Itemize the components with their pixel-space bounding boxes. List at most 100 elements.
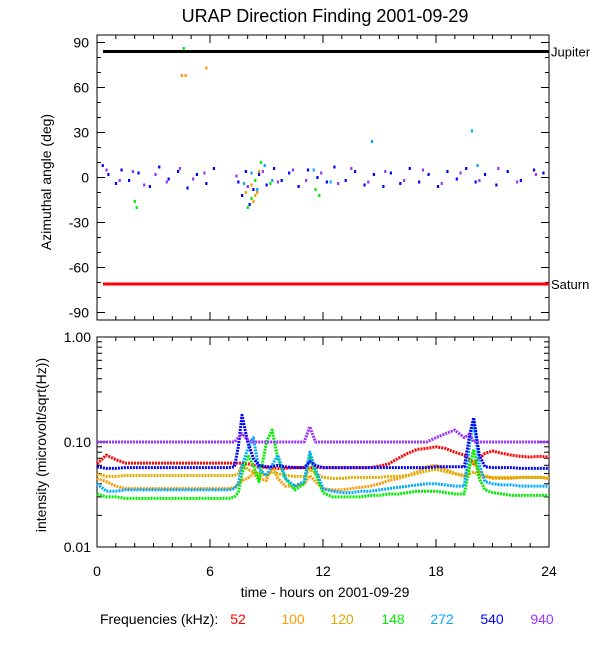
- scatter-point: [288, 171, 291, 175]
- top-y-tick-label: 0: [81, 170, 89, 186]
- reference-lines: Jupiter Saturn: [103, 45, 591, 292]
- scatter-point: [497, 167, 500, 170]
- scatter-point: [476, 164, 479, 167]
- bottom-y-tick-label: 0.01: [64, 539, 91, 555]
- scatter-point: [114, 182, 118, 185]
- scatter-series-272: [242, 129, 479, 191]
- scatter-point: [241, 194, 244, 197]
- scatter-point: [118, 179, 121, 182]
- scatter-point: [318, 194, 321, 197]
- intensity-line-540: [96, 413, 549, 470]
- scatter-point: [436, 185, 440, 188]
- scatter-point: [263, 164, 266, 167]
- scatter-point: [382, 185, 385, 188]
- scatter-point: [542, 171, 545, 175]
- scatter-point: [402, 179, 406, 182]
- legend-item-272: 272: [430, 611, 454, 627]
- scatter-point: [418, 180, 421, 184]
- scatter-point: [276, 180, 279, 184]
- legend-item-120: 120: [330, 611, 354, 627]
- scatter-point: [165, 180, 168, 184]
- frequency-legend: 52 100 120 148 272 540 940: [230, 611, 554, 627]
- intensity-line-100: [96, 460, 550, 492]
- scatter-point: [329, 180, 332, 184]
- scatter-point: [252, 188, 255, 191]
- x-tick-label: 12: [315, 563, 331, 579]
- scatter-point: [257, 173, 261, 176]
- scatter-point: [180, 74, 183, 77]
- scatter-point: [297, 185, 300, 188]
- scatter-point: [495, 183, 498, 187]
- scatter-point: [250, 171, 253, 175]
- scatter-point: [273, 167, 276, 170]
- scatter-series-100: [180, 66, 259, 203]
- scatter-point: [107, 173, 110, 176]
- scatter-point: [246, 206, 249, 209]
- scatter-point: [370, 140, 374, 143]
- scatter-point: [459, 171, 462, 175]
- scatter-point: [250, 197, 253, 200]
- scatter-point: [120, 168, 123, 172]
- legend-item-148: 148: [381, 611, 405, 627]
- top-y-tick-label: 60: [73, 80, 89, 96]
- top-panel-axes: 90 60 30 0 -30 -60 -90: [69, 35, 550, 321]
- scatter-point: [256, 188, 259, 191]
- scatter-point: [101, 164, 104, 167]
- scatter-point: [158, 165, 161, 169]
- scatter-point: [265, 183, 268, 187]
- scatter-point: [333, 165, 336, 169]
- intensity-line-940: [97, 425, 549, 444]
- scatter-point: [421, 168, 425, 172]
- scatter-point: [280, 179, 283, 182]
- scatter-point: [478, 179, 481, 182]
- legend-label: Frequencies (kHz):: [100, 611, 218, 627]
- scatter-point: [105, 168, 108, 172]
- scatter-point: [483, 173, 487, 176]
- scatter-point: [389, 171, 392, 175]
- scatter-point: [350, 167, 353, 170]
- scatter-point: [314, 188, 317, 191]
- scatter-point: [254, 179, 257, 182]
- scatter-point: [291, 168, 295, 172]
- scatter-point: [440, 182, 443, 185]
- scatter-point: [254, 194, 257, 197]
- scatter-point: [154, 173, 157, 176]
- scatter-point: [506, 170, 509, 173]
- scatter-point: [465, 167, 468, 170]
- scatter-point: [131, 170, 134, 173]
- scatter-series-120: [244, 170, 261, 197]
- scatter-point: [186, 186, 189, 190]
- top-y-axis-label: Azimuthal angle (deg): [38, 114, 54, 250]
- scatter-point: [244, 191, 247, 194]
- legend-item-52: 52: [230, 611, 246, 627]
- scatter-point: [399, 182, 402, 185]
- scatter-point: [135, 206, 138, 209]
- scatter-point: [455, 177, 458, 181]
- scatter-point: [250, 183, 253, 187]
- scatter-point: [192, 177, 195, 181]
- scatter-point: [305, 179, 308, 182]
- scatter-point: [384, 170, 387, 173]
- scatter-point: [269, 182, 272, 185]
- scatter-point: [248, 203, 251, 206]
- scatter-point: [354, 170, 357, 173]
- scatter-point: [137, 171, 140, 175]
- legend-item-100: 100: [281, 611, 305, 627]
- top-panel-frame: [96, 34, 550, 321]
- scatter-point: [167, 177, 170, 181]
- scatter-point: [408, 167, 411, 170]
- top-y-tick-label: -90: [69, 305, 89, 321]
- scatter-point: [244, 170, 247, 173]
- scatter-point: [337, 182, 340, 185]
- bottom-panel-axes: 1.00 0.10 0.010 6 12 18 24: [64, 329, 557, 579]
- top-y-tick-label: 30: [73, 125, 89, 141]
- legend-item-940: 940: [530, 611, 554, 627]
- scatter-series-540: [101, 164, 545, 206]
- scatter-point: [532, 168, 536, 172]
- scatter-point: [320, 171, 323, 175]
- scatter-point: [519, 179, 522, 182]
- direction-finding-points: [101, 47, 545, 209]
- scatter-series-940: [105, 167, 538, 188]
- scatter-point: [182, 47, 185, 50]
- x-tick-label: 6: [206, 563, 214, 579]
